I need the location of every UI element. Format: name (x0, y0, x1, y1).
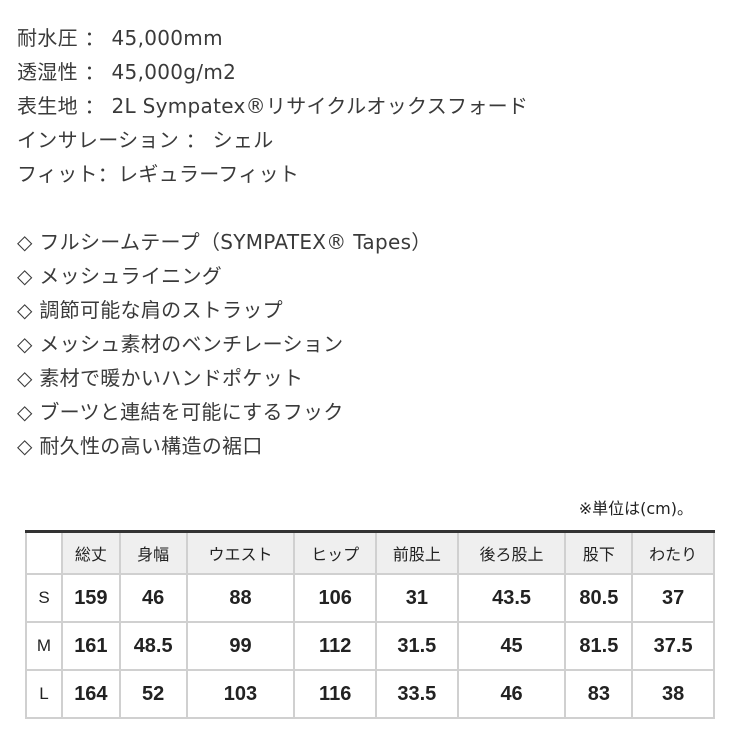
measurement-cell: 46 (118, 573, 188, 623)
size-label: S (25, 573, 63, 623)
table-row: L 164 52 103 116 33.5 46 83 38 (25, 669, 715, 719)
measurement-cell: 31 (375, 573, 459, 623)
spec-fabric: 表生地 ： 2L Sympatex®リサイクルオックスフォード (17, 94, 529, 118)
measurement-cell: 99 (185, 621, 296, 671)
measurement-cell: 52 (118, 669, 188, 719)
measurement-cell: 161 (61, 621, 121, 671)
measurement-cell: 88 (185, 573, 296, 623)
spec-insulation: インサレーション ： シェル (17, 128, 274, 152)
measurement-cell: 48.5 (118, 621, 188, 671)
measurement-cell: 83 (564, 669, 634, 719)
column-header: ヒップ (293, 530, 378, 575)
measurement-cell: 37.5 (631, 621, 715, 671)
unit-note: ※単位は(cm)。 (578, 499, 693, 518)
feature-item: ◇ メッシュライニング (17, 264, 223, 288)
spec-fit: フィット：レギュラーフィット (17, 162, 300, 186)
size-label: L (25, 669, 63, 719)
measurement-cell: 103 (185, 669, 296, 719)
measurement-cell: 37 (631, 573, 715, 623)
column-header: 身幅 (118, 530, 188, 575)
column-header: 前股上 (375, 530, 459, 575)
feature-item: ◇ フルシームテープ（SYMPATEX® Tapes） (17, 230, 432, 254)
spec-breathability: 透湿性 ： 45,000g/m2 (17, 60, 237, 84)
measurement-cell: 45 (456, 621, 567, 671)
header-corner (25, 530, 63, 575)
table-row: S 159 46 88 106 31 43.5 80.5 37 (25, 573, 715, 623)
feature-item: ◇ 素材で暖かいハンドポケット (17, 366, 304, 390)
spec-waterproof: 耐水圧 ： 45,000mm (17, 26, 223, 50)
measurement-cell: 116 (293, 669, 378, 719)
feature-item: ◇ 調節可能な肩のストラップ (17, 298, 283, 322)
feature-item: ◇ 耐久性の高い構造の裾口 (17, 434, 263, 458)
feature-item: ◇ ブーツと連結を可能にするフック (17, 400, 344, 424)
column-header: 後ろ股上 (456, 530, 567, 575)
measurement-cell: 43.5 (456, 573, 567, 623)
measurement-cell: 106 (293, 573, 378, 623)
size-table: 総丈 身幅 ウエスト ヒップ 前股上 後ろ股上 股下 わたり S 159 46 88 1… (25, 530, 715, 719)
column-header: わたり (631, 530, 715, 575)
measurement-cell: 80.5 (564, 573, 634, 623)
column-header: ウエスト (185, 530, 296, 575)
measurement-cell: 164 (61, 669, 121, 719)
table-header-row: 総丈 身幅 ウエスト ヒップ 前股上 後ろ股上 股下 わたり (25, 530, 715, 575)
measurement-cell: 38 (631, 669, 715, 719)
measurement-cell: 81.5 (564, 621, 634, 671)
measurement-cell: 31.5 (375, 621, 459, 671)
size-label: M (25, 621, 63, 671)
measurement-cell: 159 (61, 573, 121, 623)
measurement-cell: 46 (456, 669, 567, 719)
measurement-cell: 33.5 (375, 669, 459, 719)
feature-item: ◇ メッシュ素材のベンチレーション (17, 332, 344, 356)
measurement-cell: 112 (293, 621, 378, 671)
column-header: 総丈 (61, 530, 121, 575)
table-row: M 161 48.5 99 112 31.5 45 81.5 37.5 (25, 621, 715, 671)
column-header: 股下 (564, 530, 634, 575)
